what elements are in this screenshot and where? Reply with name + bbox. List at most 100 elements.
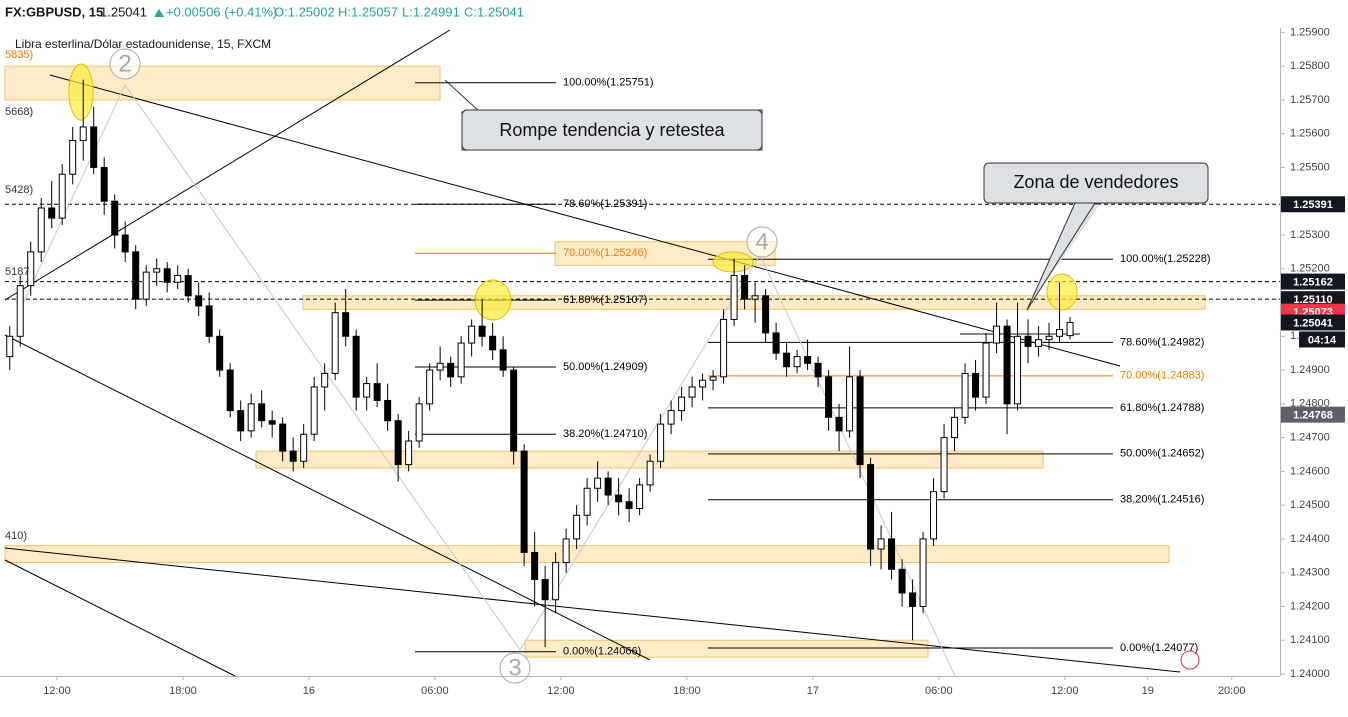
x-tick-label: 06:00 bbox=[421, 685, 449, 697]
price-label: 1.25041 bbox=[1293, 317, 1333, 329]
candle-body bbox=[783, 352, 791, 368]
candle-body bbox=[741, 275, 749, 300]
fib-label: 50.00%(1.24652) bbox=[1120, 448, 1204, 460]
candle-body bbox=[520, 450, 528, 553]
candle-body bbox=[195, 295, 203, 307]
candle-body bbox=[804, 356, 812, 364]
candle-body bbox=[237, 410, 245, 432]
candle-body bbox=[1014, 335, 1022, 405]
trendline bbox=[4, 334, 651, 661]
x-tick-label: 06:00 bbox=[925, 685, 953, 697]
candle-body bbox=[510, 369, 518, 452]
candle-body bbox=[604, 477, 612, 496]
candle-body bbox=[961, 372, 969, 418]
fib-label: 38.20%(1.24516) bbox=[1120, 494, 1204, 506]
x-tick-label: 18:00 bbox=[169, 685, 197, 697]
x-tick-label: 12:00 bbox=[43, 685, 71, 697]
y-tick-label: 1.24900 bbox=[1290, 364, 1330, 376]
highlight bbox=[712, 251, 754, 273]
x-tick-label: 12:00 bbox=[1051, 685, 1079, 697]
candle-body bbox=[867, 464, 875, 550]
price-label-box bbox=[1281, 196, 1345, 213]
candle-body bbox=[405, 440, 413, 466]
wave-circle bbox=[746, 226, 778, 258]
candle-body bbox=[289, 450, 297, 462]
candle-body bbox=[216, 335, 224, 371]
candle-body bbox=[499, 349, 507, 371]
drawings bbox=[4, 29, 1209, 684]
fib-label: 70.00%(1.24883) bbox=[1120, 370, 1204, 382]
candle-body bbox=[562, 538, 570, 564]
x-tick-label: 12:00 bbox=[547, 685, 575, 697]
trendline bbox=[4, 559, 236, 677]
candle-body bbox=[478, 325, 486, 337]
candle-body bbox=[153, 268, 161, 273]
x-tick-label: 17 bbox=[807, 685, 819, 697]
candle-body bbox=[268, 420, 276, 425]
fib-label: 0.00%(1.24066) bbox=[563, 646, 641, 658]
candle-body bbox=[111, 200, 119, 236]
y-tick-label: 1.24100 bbox=[1290, 634, 1330, 646]
ohlc-close: C:1.25041 bbox=[464, 4, 524, 19]
candle-body bbox=[394, 420, 402, 466]
candle-body bbox=[321, 372, 329, 388]
candle-body bbox=[541, 578, 549, 601]
candle-body bbox=[657, 423, 665, 462]
candle-body bbox=[468, 325, 476, 344]
candle-body bbox=[247, 403, 255, 432]
candle-body bbox=[615, 494, 623, 503]
price-label-box bbox=[1281, 273, 1345, 290]
candle-body bbox=[573, 514, 581, 540]
candles bbox=[6, 79, 1074, 647]
candle-body bbox=[898, 568, 906, 594]
change: +0.00506 (+0.41%) bbox=[166, 4, 277, 19]
left-label: 5668) bbox=[5, 106, 33, 118]
candle-body bbox=[48, 207, 56, 219]
x-tick-label: 19 bbox=[1142, 685, 1154, 697]
trendline bbox=[4, 29, 451, 301]
y-tick-label: 1.25500 bbox=[1290, 161, 1330, 173]
candle-body bbox=[688, 386, 696, 398]
labels: FX:GBPUSD, 15 1.25041 +0.00506 (+0.41%) … bbox=[5, 4, 1211, 681]
x-tick-label: 16 bbox=[303, 685, 315, 697]
fib-label: 38.20%(1.24710) bbox=[563, 428, 647, 440]
candle-body bbox=[877, 538, 885, 550]
symbol: FX:GBPUSD, 15 bbox=[5, 4, 103, 19]
y-tick-label: 1.25700 bbox=[1290, 94, 1330, 106]
candle-body bbox=[751, 295, 759, 300]
candle-body bbox=[352, 335, 360, 398]
zone bbox=[524, 639, 929, 658]
candle-body bbox=[16, 285, 24, 337]
candle-body bbox=[930, 491, 938, 540]
candle-body bbox=[205, 305, 213, 337]
candle-body bbox=[972, 372, 980, 398]
fib-label: 50.00%(1.24909) bbox=[563, 361, 647, 373]
candle-body bbox=[856, 376, 864, 466]
candle-body bbox=[37, 207, 45, 253]
candle-body bbox=[793, 356, 801, 368]
candle-body bbox=[79, 126, 87, 141]
candle-body bbox=[342, 312, 350, 337]
candle-body bbox=[625, 501, 633, 510]
wave-path bbox=[19, 84, 956, 677]
wave-label: 2 bbox=[118, 50, 131, 77]
wave-circle bbox=[109, 48, 141, 80]
y-tick-label: 1.24000 bbox=[1290, 668, 1330, 680]
left-label: 5428) bbox=[5, 184, 33, 196]
candle-body bbox=[888, 538, 896, 570]
countdown-box bbox=[1299, 331, 1345, 348]
candle-body bbox=[436, 362, 444, 371]
wave-label: 3 bbox=[508, 654, 521, 681]
left-label: 5835) bbox=[5, 49, 33, 61]
left-label: 410) bbox=[5, 530, 27, 542]
flag-icon bbox=[1180, 650, 1200, 670]
y-tick-label: 1.24200 bbox=[1290, 600, 1330, 612]
y-tick-label: 1.25300 bbox=[1290, 229, 1330, 241]
candle-body bbox=[27, 251, 35, 287]
candle-body bbox=[1024, 335, 1032, 347]
candle-body bbox=[174, 275, 182, 283]
candle-body bbox=[552, 562, 560, 601]
candle-body bbox=[531, 551, 539, 580]
highlight bbox=[68, 63, 94, 121]
